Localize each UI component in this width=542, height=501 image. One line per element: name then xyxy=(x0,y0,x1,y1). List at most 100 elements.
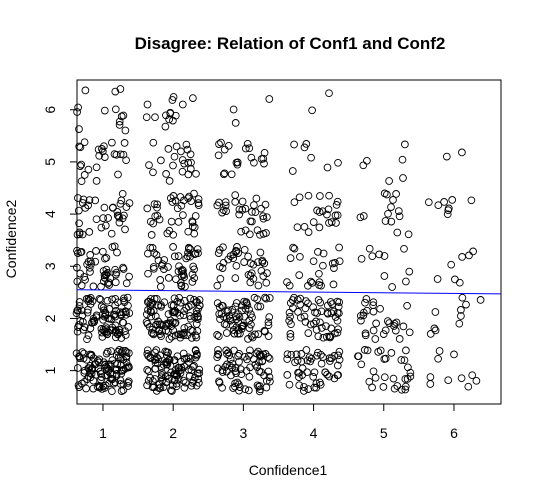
data-point xyxy=(226,355,235,364)
data-point xyxy=(469,247,477,256)
data-point xyxy=(170,370,178,379)
data-point xyxy=(195,365,204,374)
data-point xyxy=(264,367,273,376)
data-point xyxy=(149,263,158,271)
data-point xyxy=(244,270,253,279)
data-point xyxy=(179,349,188,358)
data-point xyxy=(296,300,305,309)
data-point xyxy=(371,335,380,343)
data-point xyxy=(98,310,107,319)
data-point xyxy=(315,208,324,216)
data-point xyxy=(95,382,104,391)
data-point xyxy=(389,196,397,204)
data-point xyxy=(326,298,335,306)
data-point xyxy=(183,252,192,261)
data-point xyxy=(387,203,395,211)
data-point xyxy=(241,385,250,394)
data-point xyxy=(325,89,333,98)
data-point xyxy=(144,306,152,314)
data-point xyxy=(151,348,159,357)
data-point xyxy=(152,387,161,395)
data-point xyxy=(213,353,222,362)
data-point xyxy=(84,165,93,174)
data-point xyxy=(291,358,299,367)
data-point xyxy=(143,100,152,109)
data-point xyxy=(164,274,173,282)
data-point xyxy=(229,105,238,114)
x-axis-label: Confidence1 xyxy=(249,462,328,478)
data-point xyxy=(450,350,458,359)
data-point xyxy=(400,356,409,365)
data-point xyxy=(231,119,240,127)
data-point xyxy=(387,217,396,226)
data-point xyxy=(381,217,390,225)
data-point xyxy=(176,330,185,339)
data-point xyxy=(157,156,165,165)
data-point xyxy=(243,139,252,148)
data-point xyxy=(228,305,237,314)
data-point xyxy=(333,361,342,370)
y-tick-label: 5 xyxy=(42,158,58,166)
data-point xyxy=(371,373,380,382)
data-point xyxy=(244,386,253,395)
data-point xyxy=(150,294,159,303)
data-point xyxy=(286,333,295,341)
data-point xyxy=(175,262,183,271)
data-point xyxy=(151,312,160,321)
data-point xyxy=(113,211,122,220)
data-point xyxy=(149,307,158,315)
data-point xyxy=(392,190,400,198)
data-point xyxy=(170,252,179,261)
data-point xyxy=(395,212,404,221)
data-point xyxy=(286,312,294,321)
data-point xyxy=(447,260,456,269)
data-point xyxy=(383,317,392,325)
data-point xyxy=(104,360,113,369)
data-point xyxy=(113,360,122,368)
data-point xyxy=(310,319,318,328)
data-point xyxy=(168,381,177,390)
data-point xyxy=(190,274,199,282)
data-point xyxy=(170,376,179,385)
x-tick-label: 4 xyxy=(310,425,318,441)
data-point xyxy=(398,155,407,164)
data-point xyxy=(119,386,128,395)
data-point xyxy=(184,365,193,374)
data-point xyxy=(244,335,252,343)
data-point xyxy=(444,206,453,215)
data-point xyxy=(426,373,435,381)
data-point xyxy=(401,140,409,149)
data-point xyxy=(384,209,392,218)
data-point xyxy=(232,261,241,270)
data-point xyxy=(264,332,273,341)
data-point xyxy=(218,366,227,375)
data-point xyxy=(434,354,442,363)
data-point xyxy=(359,161,368,170)
data-point xyxy=(165,115,173,124)
data-point xyxy=(153,200,162,209)
data-point xyxy=(381,326,390,335)
data-point xyxy=(334,325,342,334)
data-point xyxy=(238,301,246,310)
data-point xyxy=(440,198,448,206)
data-point xyxy=(122,156,130,165)
data-point xyxy=(73,263,81,272)
data-point xyxy=(177,279,185,287)
data-point xyxy=(108,387,116,396)
data-point xyxy=(103,296,112,305)
data-point xyxy=(430,324,439,333)
data-point xyxy=(290,140,298,149)
data-point xyxy=(266,377,274,386)
data-point xyxy=(164,145,173,153)
data-point xyxy=(167,386,175,395)
data-point xyxy=(333,371,342,380)
data-point xyxy=(322,332,331,341)
data-point xyxy=(102,265,111,274)
data-point xyxy=(236,383,244,391)
data-point xyxy=(241,204,250,213)
data-point xyxy=(297,350,306,358)
data-point xyxy=(302,346,311,354)
data-point xyxy=(240,312,249,321)
data-point xyxy=(100,203,109,212)
data-point xyxy=(227,170,236,179)
